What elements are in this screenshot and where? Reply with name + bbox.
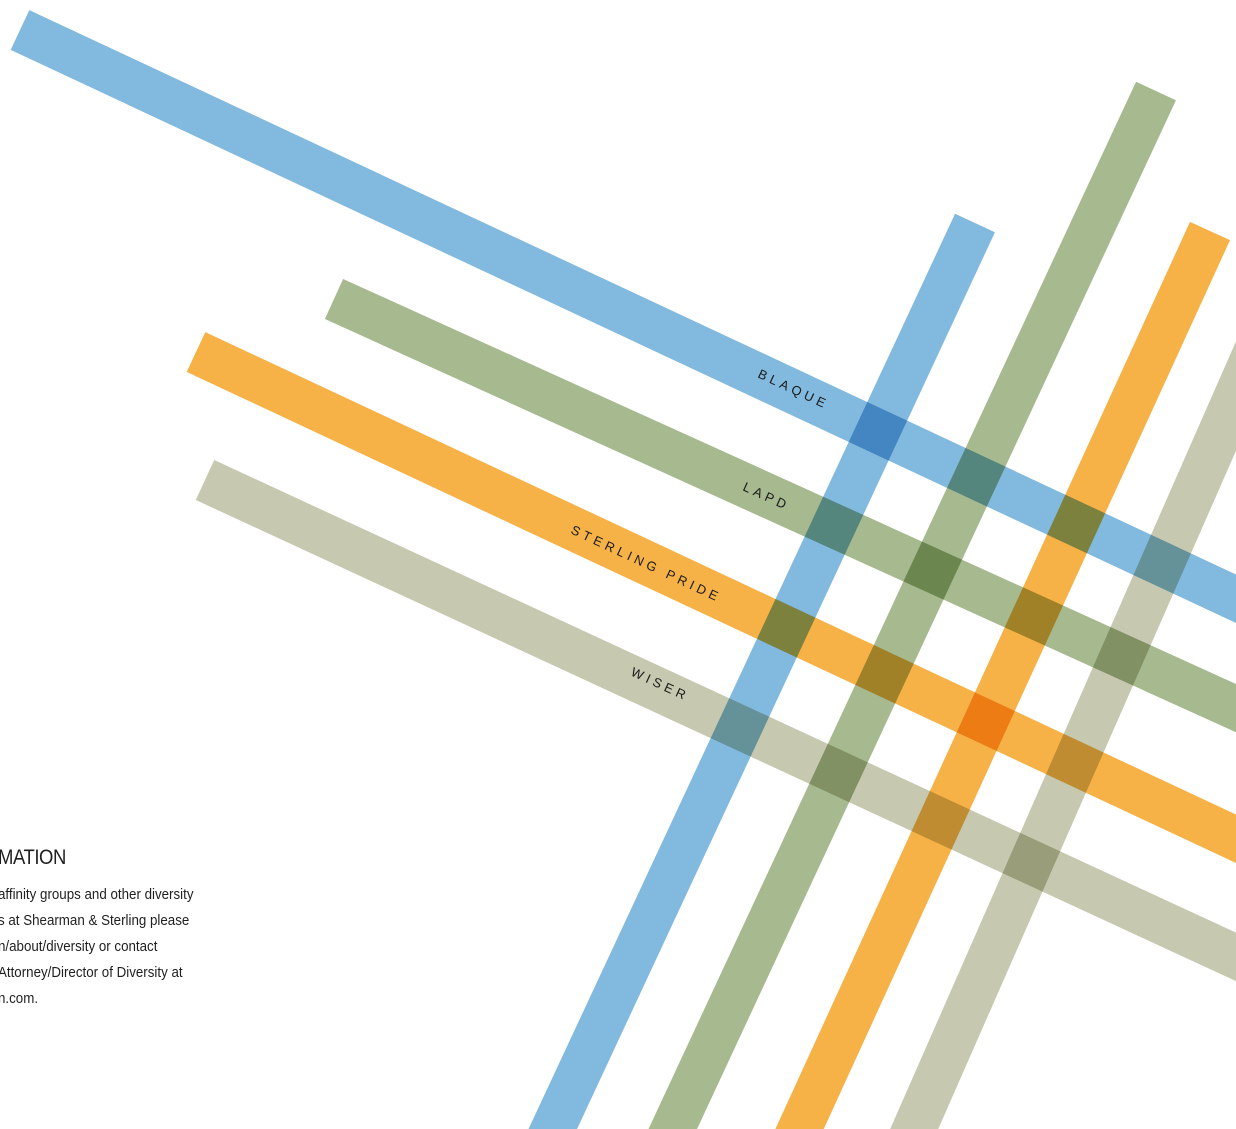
- info-line-3: n/about/diversity or contact: [0, 939, 158, 955]
- orange-rising-band: [775, 221, 1231, 1129]
- info-line-4: Attorney/Director of Diversity at: [0, 965, 183, 981]
- info-line-2: s at Shearman & Sterling please: [0, 913, 190, 929]
- sterling-pride-band: [186, 332, 1236, 864]
- info-line-5: n.com.: [0, 991, 39, 1007]
- blaque-band: [10, 10, 1236, 624]
- wiser-band: [195, 460, 1236, 982]
- sterling-pride-label: STERLING PRIDE: [569, 522, 724, 605]
- khaki-rising-band: [890, 341, 1236, 1129]
- green-rising-band: [648, 81, 1176, 1129]
- blue-rising-band: [528, 213, 995, 1129]
- info-line-1: affinity groups and other diversity: [0, 887, 194, 903]
- more-information-section: MATION affinity groups and other diversi…: [0, 846, 338, 1012]
- info-heading: MATION: [0, 846, 66, 869]
- lapd-band: [324, 278, 1236, 733]
